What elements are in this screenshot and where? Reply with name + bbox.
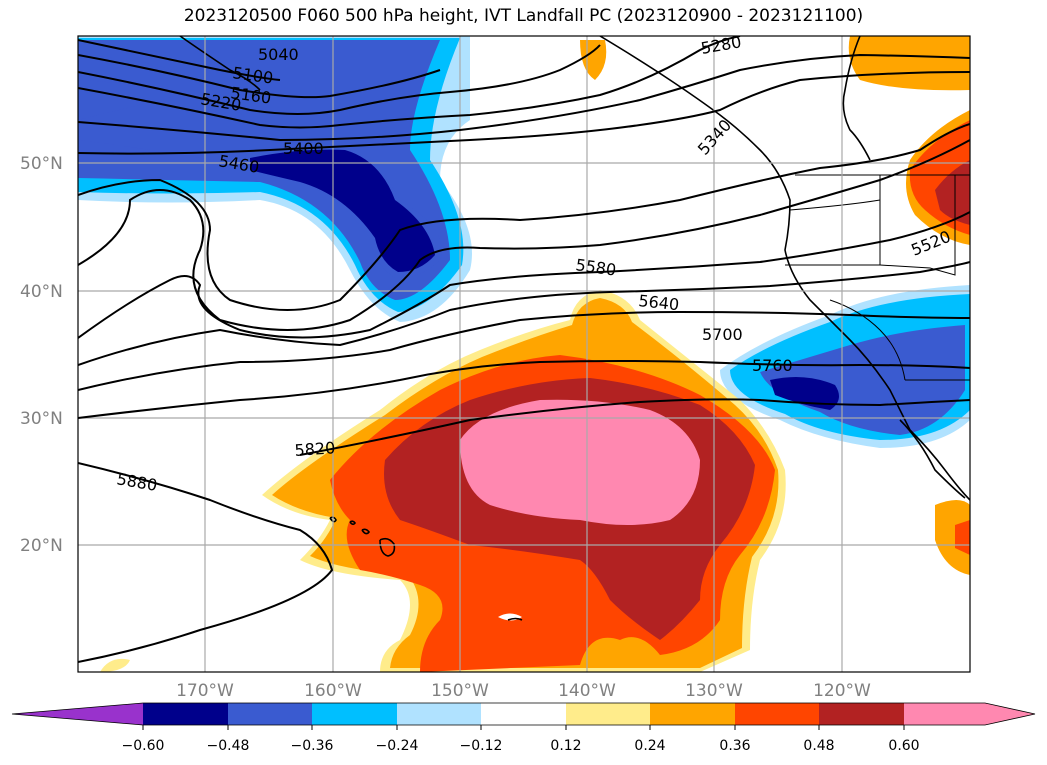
- colorbar-segment: [735, 703, 819, 725]
- colorbar-segment: [228, 703, 312, 725]
- colorbar-tick-label: −0.24: [376, 738, 419, 754]
- colorbar-tick-label: −0.36: [291, 738, 334, 754]
- colorbar-segment: [312, 703, 397, 725]
- lat-label: 50°N: [20, 154, 63, 174]
- contour-label: 5640: [638, 291, 680, 314]
- colorbar-outline: [11, 702, 1036, 726]
- map-frame: [77, 35, 971, 673]
- lon-label: 120°W: [813, 681, 871, 700]
- graticule: [78, 36, 970, 672]
- colorbar-tick-label: −0.48: [207, 738, 250, 754]
- state-borders: [785, 174, 970, 381]
- colorbar-tick-label: −0.12: [460, 738, 503, 754]
- colorbar-segment: [819, 703, 904, 725]
- contour-label: 5040: [258, 45, 299, 64]
- colorbar-segment: [143, 703, 228, 725]
- hawaii-islands: [329, 516, 523, 621]
- colorbar-tick-label: 0.60: [888, 738, 919, 754]
- lon-label: 170°W: [176, 681, 234, 700]
- latitude-labels: 50°N 40°N 30°N 20°N: [20, 154, 63, 556]
- map-panel: 5040 5100 5160 5220 5400 5460 5280 5340 …: [20, 32, 971, 700]
- lat-label: 20°N: [20, 536, 63, 556]
- coastlines: [179, 36, 970, 501]
- colorbar-segment: [566, 703, 650, 725]
- colorbar-segment: [481, 703, 566, 725]
- lon-label: 130°W: [685, 681, 743, 700]
- map-title: 2023120500 F060 500 hPa height, IVT Land…: [183, 6, 864, 26]
- contour-label: 5820: [294, 438, 336, 460]
- colorbar-over-arrow: [904, 703, 1035, 725]
- colorbar-under-arrow: [12, 703, 143, 725]
- colorbar-tick-label: 0.12: [550, 738, 581, 754]
- contour-label: 5280: [699, 32, 742, 58]
- colorbar-tick-label: 0.24: [634, 738, 665, 754]
- lon-label: 150°W: [431, 681, 489, 700]
- colorbar-segment: [650, 703, 735, 725]
- longitude-labels: 170°W 160°W 150°W 140°W 130°W 120°W: [176, 681, 871, 700]
- height-contours: [78, 36, 970, 663]
- contour-label: 5760: [752, 356, 793, 375]
- lon-label: 140°W: [558, 681, 616, 700]
- lon-label: 160°W: [304, 681, 362, 700]
- contour-label: 5400: [283, 139, 324, 158]
- colorbar-segment: [397, 703, 481, 725]
- contour-labels: 5040 5100 5160 5220 5400 5460 5280 5340 …: [115, 32, 953, 495]
- lat-label: 40°N: [20, 282, 63, 302]
- lat-label: 30°N: [20, 409, 63, 429]
- contour-label: 5700: [702, 325, 743, 344]
- positive-ivt-region-subtropical: [262, 290, 786, 672]
- colorbar-tick-label: 0.36: [719, 738, 750, 754]
- colorbar-tick-label: −0.60: [122, 738, 165, 754]
- colorbar-tick-label: 0.48: [803, 738, 834, 754]
